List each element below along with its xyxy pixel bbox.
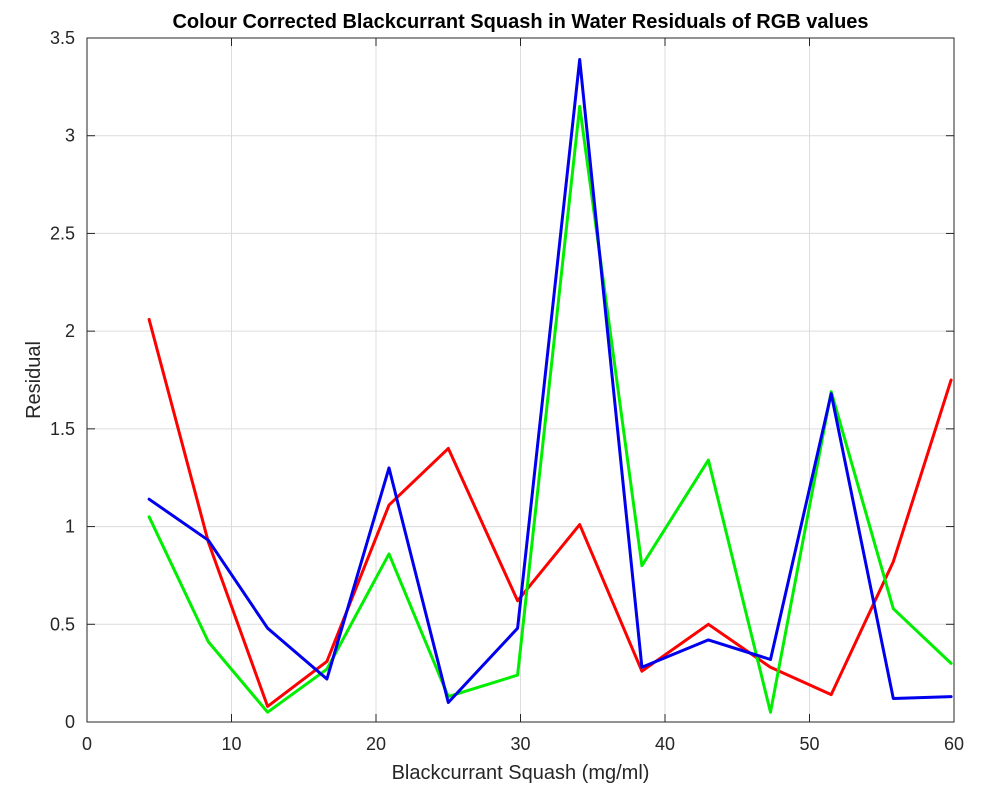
x-tick-label: 0	[82, 734, 92, 754]
y-tick-label: 1.5	[50, 419, 75, 439]
y-tick-label: 3	[65, 126, 75, 146]
y-tick-label: 0	[65, 712, 75, 732]
series-line-2	[147, 104, 953, 714]
axes-box	[86, 37, 955, 723]
y-tick-label: 3.5	[50, 28, 75, 48]
x-tick-label: 30	[510, 734, 530, 754]
series-line-1	[147, 317, 953, 708]
x-tick-label: 20	[366, 734, 386, 754]
y-tick-label: 1	[65, 517, 75, 537]
y-tick-label: 0.5	[50, 614, 75, 634]
y-axis-label: Residual	[23, 341, 45, 419]
x-tick-label: 40	[655, 734, 675, 754]
tick-labels: 0 10 20 30 40 50 60 0 0.5 1 1.5 2 2.5 3 3.5	[50, 28, 964, 754]
x-axis-label: Blackcurrant Squash (mg/ml)	[392, 762, 650, 784]
y-tick-label: 2	[65, 321, 75, 341]
chart-title: Colour Corrected Blackcurrant Squash in …	[172, 11, 868, 33]
series-layer	[147, 58, 953, 714]
x-tick-label: 50	[799, 734, 819, 754]
series-line-3	[147, 58, 953, 704]
axes	[86, 37, 955, 723]
x-tick-label: 60	[944, 734, 964, 754]
y-tick-label: 2.5	[50, 223, 75, 243]
x-tick-label: 10	[221, 734, 241, 754]
